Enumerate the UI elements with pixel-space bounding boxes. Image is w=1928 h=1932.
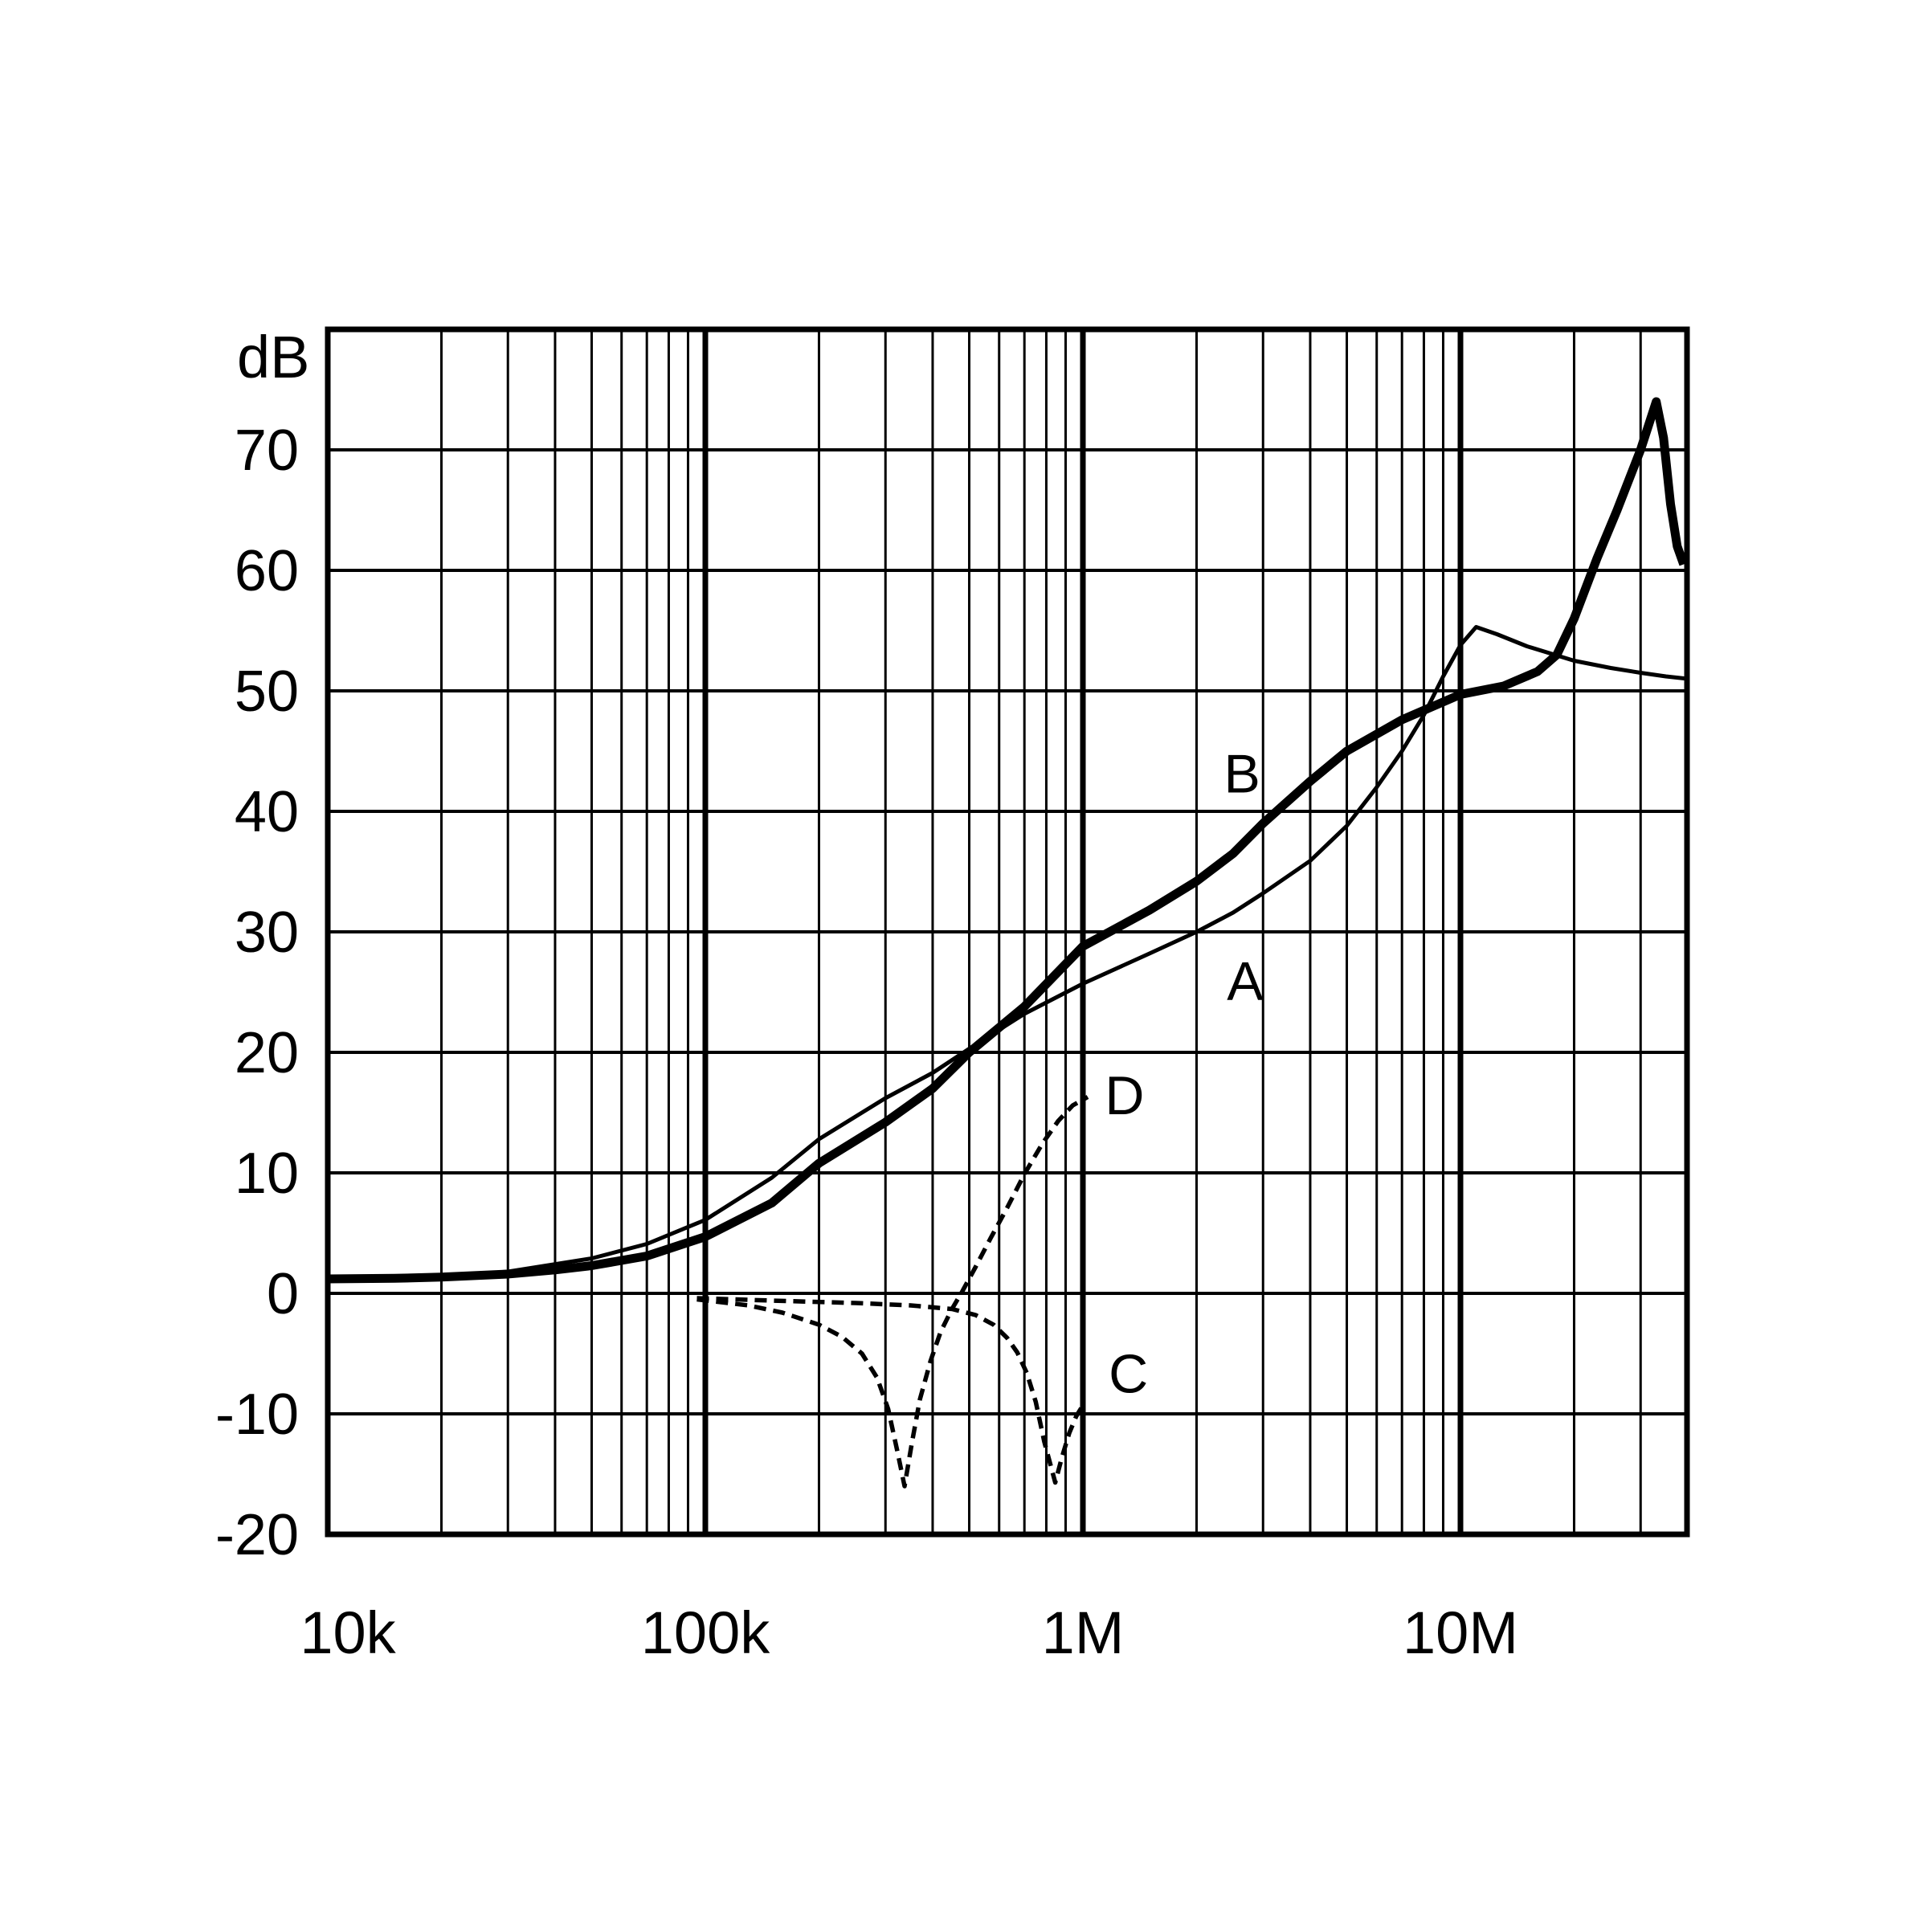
x-tick-label-1M: 1M	[1042, 1599, 1125, 1666]
curve-B-path	[327, 397, 1688, 1284]
plot-frame	[325, 326, 1690, 1538]
y-tick-label-50: 50	[235, 660, 299, 724]
curve-label-A: A	[1227, 951, 1264, 1012]
curve-D-path	[696, 1095, 1089, 1489]
curve-label-C: C	[1109, 1344, 1148, 1405]
x-tick-label-10k: 10k	[300, 1599, 396, 1666]
x-tick-label-10M: 10M	[1403, 1599, 1518, 1666]
y-tick-label--10: -10	[215, 1383, 299, 1447]
curve-label-B: B	[1223, 744, 1260, 805]
x-tick-label-100k: 100k	[641, 1599, 770, 1666]
curve-label-D: D	[1105, 1065, 1144, 1126]
curve-A-path	[327, 625, 1689, 1281]
curve-C-path	[696, 1296, 1085, 1485]
y-tick-label-70: 70	[235, 419, 299, 483]
y-tick-label-10: 10	[235, 1142, 299, 1206]
y-tick-label-20: 20	[235, 1021, 299, 1085]
y-tick-label-60: 60	[235, 539, 299, 603]
y-axis-unit-label: dB	[237, 324, 310, 390]
y-tick-label-40: 40	[235, 780, 299, 844]
y-tick-label--20: -20	[215, 1503, 299, 1567]
y-tick-label-30: 30	[235, 901, 299, 965]
y-tick-label-0: 0	[267, 1262, 299, 1326]
